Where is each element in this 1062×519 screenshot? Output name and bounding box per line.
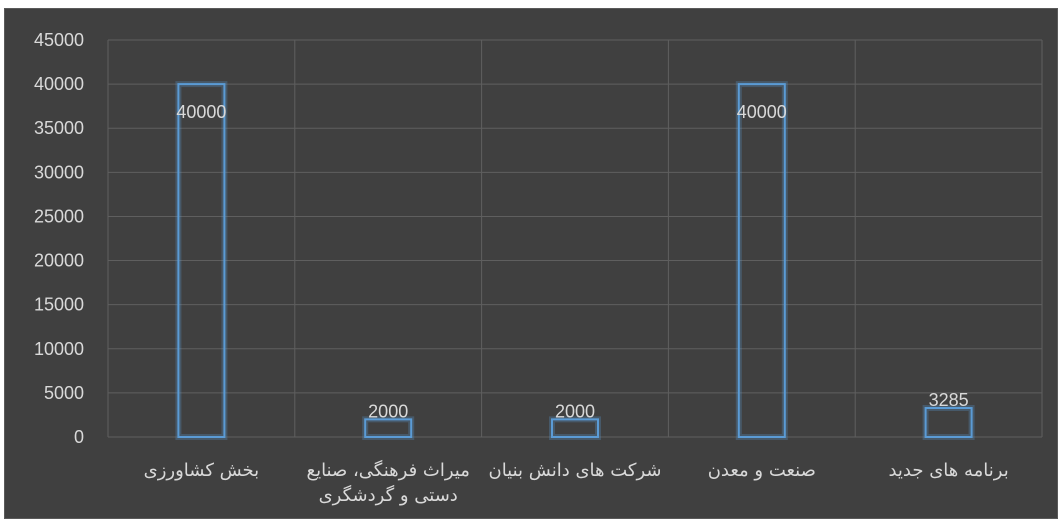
bar — [551, 418, 599, 439]
data-label: 2000 — [555, 401, 595, 421]
x-axis: بخش کشاورزی میراث فرهنگی، صنایع دستی و گرد… — [144, 459, 1009, 506]
bar — [177, 83, 226, 438]
y-tick-label: 0 — [74, 427, 84, 447]
bar — [924, 407, 973, 439]
x-tick-label: برنامه های جدید — [888, 460, 1008, 481]
y-tick-label: 45000 — [34, 30, 84, 50]
bar-glow — [922, 405, 975, 441]
x-tick-label: دستی و گردشگری — [319, 484, 458, 506]
y-tick-label: 20000 — [34, 251, 84, 271]
bars — [175, 81, 975, 441]
gridlines — [107, 39, 1043, 438]
y-axis: 0 5000 10000 15000 20000 25000 30000 35000 40000… — [34, 30, 84, 447]
bar — [364, 418, 413, 439]
data-labels: 40000 2000 2000 40000 3285 — [176, 102, 968, 421]
chart-area — [4, 8, 1058, 519]
y-tick-label: 40000 — [34, 74, 84, 94]
bar-glow — [362, 416, 415, 441]
y-tick-label: 35000 — [34, 118, 84, 138]
data-label: 2000 — [368, 401, 408, 421]
y-tick-label: 25000 — [34, 206, 84, 226]
y-tick-label: 30000 — [34, 162, 84, 182]
y-tick-label: 5000 — [44, 383, 84, 403]
y-tick-label: 15000 — [34, 295, 84, 315]
data-label: 3285 — [929, 390, 969, 410]
data-label: 40000 — [737, 102, 787, 122]
x-tick-label: صنعت و معدن — [708, 460, 816, 481]
data-label: 40000 — [176, 102, 226, 122]
bar — [737, 83, 786, 438]
x-tick-label: میراث فرهنگی، صنایع — [306, 459, 469, 481]
x-tick-label: شرکت های دانش بنیان — [488, 460, 661, 481]
bar-glow — [549, 416, 601, 441]
x-tick-label: بخش کشاورزی — [144, 460, 260, 481]
y-tick-label: 10000 — [34, 339, 84, 359]
